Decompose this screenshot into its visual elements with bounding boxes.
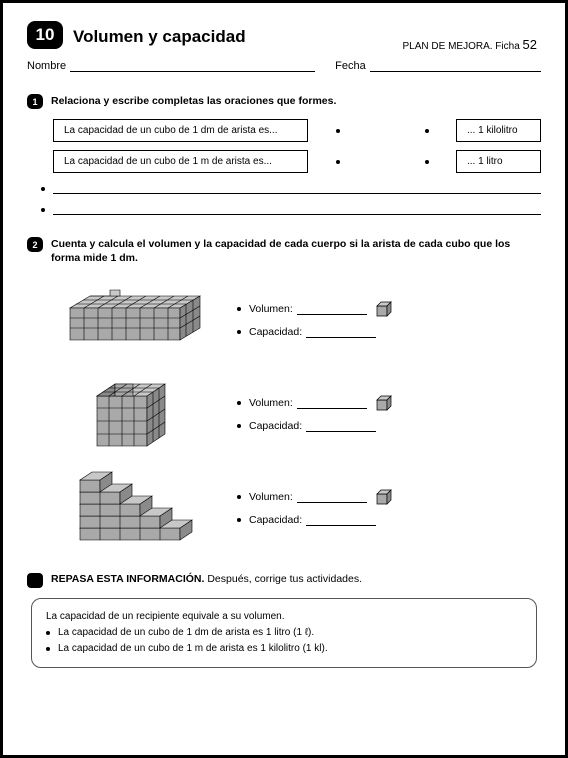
unit-cube-icon bbox=[375, 300, 393, 318]
bullet-icon bbox=[46, 647, 50, 651]
date-input-line[interactable] bbox=[370, 59, 541, 72]
q1-badge: 1 bbox=[27, 94, 43, 109]
volume-label: Volumen: bbox=[249, 303, 293, 315]
bullet-icon bbox=[41, 208, 45, 212]
shape-2-volume-input[interactable] bbox=[297, 397, 367, 409]
match-dot-right-2 bbox=[425, 160, 429, 164]
q1-prompt: Relaciona y escribe completas las oracio… bbox=[51, 94, 336, 108]
name-date-row: Nombre Fecha bbox=[27, 59, 541, 72]
bullet-icon bbox=[237, 330, 241, 334]
q1-answer-line-2[interactable] bbox=[41, 204, 541, 215]
match-dot-left-1 bbox=[336, 129, 340, 133]
shape-2-capacity: Capacidad: bbox=[237, 420, 541, 432]
shape-3-capacity: Capacidad: bbox=[237, 514, 541, 526]
ficha-number: 52 bbox=[523, 37, 537, 52]
date-label: Fecha bbox=[335, 60, 366, 72]
name-label: Nombre bbox=[27, 60, 66, 72]
plan-prefix: PLAN DE MEJORA. Ficha bbox=[403, 41, 523, 52]
bullet-icon bbox=[237, 495, 241, 499]
shape-1-volume: Volumen: bbox=[237, 300, 541, 318]
shape-3-figure bbox=[57, 470, 217, 545]
bullet-icon bbox=[237, 424, 241, 428]
question-1: 1 Relaciona y escribe completas las orac… bbox=[27, 94, 541, 109]
review-title: REPASA ESTA INFORMACIÓN. bbox=[51, 573, 204, 585]
match-row-2: La capacidad de un cubo de 1 m de arista… bbox=[53, 150, 541, 173]
review-line-3: La capacidad de un cubo de 1 m de arista… bbox=[58, 641, 328, 657]
match-dot-right-1 bbox=[425, 129, 429, 133]
capacity-label: Capacidad: bbox=[249, 420, 302, 432]
shape-3-volume: Volumen: bbox=[237, 488, 541, 506]
shape-3-capacity-input[interactable] bbox=[306, 514, 376, 526]
shape-3-volume-input[interactable] bbox=[297, 491, 367, 503]
match-left-2: La capacidad de un cubo de 1 m de arista… bbox=[53, 150, 308, 173]
match-right-1: ... 1 kilolitro bbox=[456, 119, 541, 142]
match-right-2: ... 1 litro bbox=[456, 150, 541, 173]
review-line-2: La capacidad de un cubo de 1 dm de arist… bbox=[58, 625, 314, 641]
unit-cube-icon bbox=[375, 488, 393, 506]
worksheet-title: Volumen y capacidad bbox=[73, 27, 246, 47]
volume-label: Volumen: bbox=[249, 491, 293, 503]
review-badge bbox=[27, 573, 43, 588]
match-dot-left-2 bbox=[336, 160, 340, 164]
shape-2-figure bbox=[57, 374, 217, 452]
shape-row-3: Volumen: Capacidad: bbox=[57, 467, 541, 547]
review-subtitle: Después, corrige tus actividades. bbox=[204, 573, 362, 585]
capacity-label: Capacidad: bbox=[249, 326, 302, 338]
unit-cube-icon bbox=[375, 394, 393, 412]
shape-1-capacity: Capacidad: bbox=[237, 326, 541, 338]
shape-1-volume-input[interactable] bbox=[297, 303, 367, 315]
shape-1-capacity-input[interactable] bbox=[306, 326, 376, 338]
q2-prompt: Cuenta y calcula el volumen y la capacid… bbox=[51, 237, 541, 265]
shape-row-1: Volumen: Capacidad: bbox=[57, 279, 541, 359]
shape-2-volume: Volumen: bbox=[237, 394, 541, 412]
match-row-1: La capacidad de un cubo de 1 dm de arist… bbox=[53, 119, 541, 142]
bullet-icon bbox=[237, 518, 241, 522]
shape-1-figure bbox=[57, 288, 217, 350]
plan-label: PLAN DE MEJORA. Ficha 52 bbox=[403, 37, 538, 52]
name-input-line[interactable] bbox=[70, 59, 315, 72]
review-heading: REPASA ESTA INFORMACIÓN. Después, corrig… bbox=[27, 573, 541, 588]
unit-number-badge: 10 bbox=[27, 21, 63, 49]
question-2: 2 Cuenta y calcula el volumen y la capac… bbox=[27, 237, 541, 265]
bullet-icon bbox=[237, 307, 241, 311]
bullet-icon bbox=[41, 187, 45, 191]
bullet-icon bbox=[237, 401, 241, 405]
review-box: La capacidad de un recipiente equivale a… bbox=[31, 598, 537, 668]
q1-answer-line-1[interactable] bbox=[41, 183, 541, 194]
q2-badge: 2 bbox=[27, 237, 43, 252]
match-left-1: La capacidad de un cubo de 1 dm de arist… bbox=[53, 119, 308, 142]
capacity-label: Capacidad: bbox=[249, 514, 302, 526]
shape-2-capacity-input[interactable] bbox=[306, 420, 376, 432]
review-line-1: La capacidad de un recipiente equivale a… bbox=[46, 609, 522, 625]
volume-label: Volumen: bbox=[249, 397, 293, 409]
shape-row-2: Volumen: Capacidad: bbox=[57, 373, 541, 453]
bullet-icon bbox=[46, 631, 50, 635]
